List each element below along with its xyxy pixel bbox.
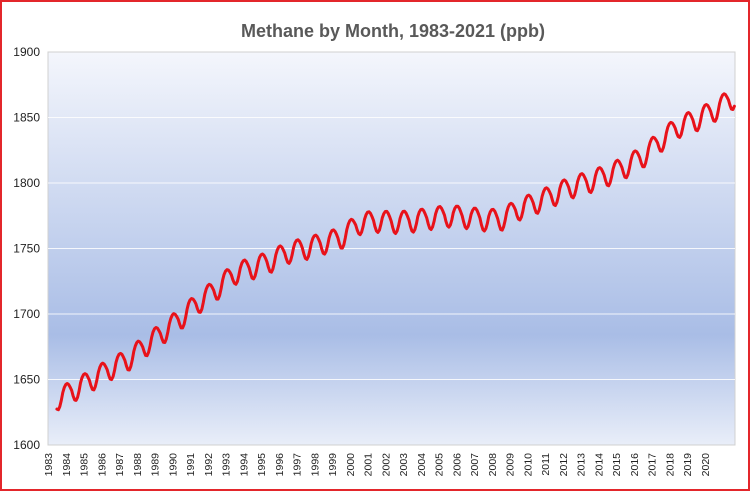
x-tick-label: 2006 <box>451 453 463 477</box>
x-tick-label: 2007 <box>469 453 481 477</box>
gridlines <box>48 117 735 380</box>
x-tick-label: 1991 <box>185 453 197 477</box>
x-tick-label: 1996 <box>274 453 286 477</box>
x-tick-label: 2013 <box>576 453 588 477</box>
y-tick-label: 1800 <box>13 176 40 190</box>
x-tick-label: 2001 <box>363 453 375 477</box>
x-tick-label: 2019 <box>682 453 694 477</box>
x-tick-label: 1988 <box>132 453 144 477</box>
x-tick-label: 1983 <box>43 453 55 477</box>
x-tick-label: 2011 <box>540 453 552 476</box>
chart-title: Methane by Month, 1983-2021 (ppb) <box>241 21 545 41</box>
x-tick-label: 2004 <box>416 453 428 477</box>
y-tick-label: 1600 <box>13 438 40 452</box>
x-tick-label: 1998 <box>309 453 321 477</box>
x-tick-label: 2000 <box>345 453 357 477</box>
x-tick-label: 1997 <box>292 453 304 477</box>
x-tick-label: 2018 <box>664 453 676 477</box>
x-tick-label: 2003 <box>398 453 410 477</box>
x-tick-label: 2017 <box>647 453 659 477</box>
x-tick-label: 2009 <box>505 453 517 477</box>
x-tick-label: 1990 <box>167 453 179 477</box>
x-tick-label: 1992 <box>203 453 215 477</box>
x-tick-label: 1999 <box>327 453 339 477</box>
x-tick-label: 1993 <box>221 453 233 477</box>
x-tick-label: 2016 <box>629 453 641 477</box>
x-tick-label: 1984 <box>61 453 73 477</box>
x-tick-label: 2014 <box>593 453 605 477</box>
x-tick-label: 2020 <box>700 453 712 477</box>
x-tick-label: 1989 <box>150 453 162 477</box>
x-tick-label: 2015 <box>611 453 623 477</box>
y-tick-label: 1700 <box>13 307 40 321</box>
y-tick-label: 1850 <box>13 111 40 125</box>
x-tick-label: 2012 <box>558 453 570 477</box>
x-tick-label: 1986 <box>96 453 108 477</box>
series-layer <box>55 92 736 412</box>
y-tick-label: 1750 <box>13 242 40 256</box>
methane-series-line <box>55 92 736 412</box>
x-tick-label: 1987 <box>114 453 126 477</box>
x-tick-label: 2005 <box>434 453 446 477</box>
y-axis: 1600 1650 1700 1750 1800 1850 1900 <box>13 45 40 452</box>
x-tick-label: 2002 <box>380 453 392 477</box>
x-tick-label: 1995 <box>256 453 268 477</box>
y-tick-label: 1650 <box>13 373 40 387</box>
y-tick-label: 1900 <box>13 45 40 59</box>
x-tick-label: 2010 <box>522 453 534 477</box>
x-tick-label: 1985 <box>79 453 91 477</box>
x-axis: 1983 1984 1985 1986 1987 1988 1989 1990 1991 1992… <box>43 453 712 477</box>
x-tick-label: 2008 <box>487 453 499 477</box>
x-tick-label: 1994 <box>238 453 250 477</box>
